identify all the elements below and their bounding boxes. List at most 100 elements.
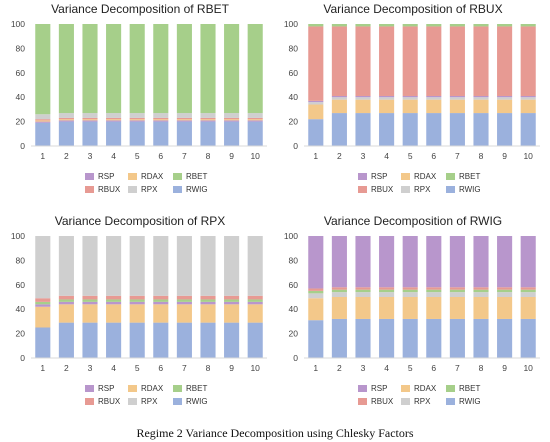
bar-segment-rpx <box>106 113 122 118</box>
x-tick-label: 3 <box>88 151 93 161</box>
bar-segment-rbux <box>308 26 324 101</box>
bar-segment-rbet <box>308 290 324 294</box>
chart-plot-rbux: 0 20 40 60 80 100 1 2 3 4 5 6 7 8 9 10 <box>284 19 540 161</box>
bar-segment-rbet <box>153 299 169 302</box>
x-tick-label: 10 <box>250 151 260 161</box>
y-tick-label: 0 <box>20 141 25 151</box>
bar-segment-rdax <box>129 119 145 121</box>
bar-segment-rdax <box>379 99 395 114</box>
chart-title: Variance Decomposition of RBUX <box>323 2 503 16</box>
bar-segment-rbux <box>449 287 465 290</box>
bar-segment-rpx <box>82 113 98 118</box>
bar-segment-rbet <box>473 289 489 293</box>
bar-segment-rdax <box>520 99 536 114</box>
bar-segment-rbux <box>35 119 51 121</box>
bar-segment-rwig <box>355 113 371 146</box>
legend-item-rdax: RDAX <box>401 384 436 393</box>
x-tick-label: 3 <box>88 363 93 373</box>
bar-segment-rsp <box>200 301 216 305</box>
bar-segment-rdax <box>129 304 145 323</box>
bar-segment-rdax <box>308 298 324 321</box>
bar-segment-rbet <box>308 24 324 27</box>
bar-segment-rbux <box>402 26 418 96</box>
chart-plot-rpx: 0 20 40 60 80 100 1 2 3 4 5 6 7 8 9 10 <box>11 231 267 373</box>
bar-segment-rbet <box>200 299 216 302</box>
bar-segment-rpx <box>129 236 145 296</box>
bar-segment-rbux <box>153 295 169 300</box>
bar-segment-rwig <box>200 322 216 358</box>
bar-segment-rbet <box>331 289 347 293</box>
bar-segment-rpx <box>379 97 395 100</box>
bar-segment-rwig <box>58 322 74 358</box>
bar-segment-rsp <box>200 120 216 122</box>
y-tick-label: 40 <box>16 304 26 314</box>
legend-label: RBET <box>459 172 481 181</box>
bar-segment-rpx <box>35 236 51 299</box>
bar-segment-rbet <box>58 299 74 302</box>
y-tick-label: 40 <box>16 92 26 102</box>
legend-item-rsp: RSP <box>358 172 387 181</box>
bar-segment-rbet <box>520 24 536 27</box>
bar-segment-rpx <box>449 97 465 100</box>
y-tick-label: 60 <box>289 280 299 290</box>
bar-segment-rdax <box>355 99 371 114</box>
bar-segment-rbux <box>82 117 98 120</box>
chart-panel-rpx: Variance Decomposition of RPX 0 20 40 60 80 1… <box>5 212 275 422</box>
bar-segment-rpx <box>355 97 371 100</box>
bar-segment-rdax <box>200 304 216 323</box>
bar-segment-rsp <box>224 301 240 305</box>
bar-segment-rdax <box>106 304 122 323</box>
x-tick-label: 8 <box>479 151 484 161</box>
bar-segment-rsp <box>449 95 465 98</box>
legend-item-rbet: RBET <box>173 172 207 181</box>
bar-segment-rdax <box>176 119 192 121</box>
bar-segment-rwig <box>473 113 489 146</box>
chart-panel-rbet: Variance Decomposition of RBET 0 20 40 60 80… <box>5 0 275 210</box>
bar-segment-rpx <box>426 292 442 297</box>
bar-segment-rwig <box>200 121 216 146</box>
bar-segment-rbux <box>35 298 51 302</box>
bar-segment-rwig <box>35 122 51 146</box>
bar-segment-rdax <box>473 99 489 114</box>
y-tick-label: 20 <box>16 117 26 127</box>
bar-segment-rbux <box>200 117 216 120</box>
bar-segment-rbet <box>402 289 418 293</box>
bar-segment-rdax <box>176 304 192 323</box>
bar-segment-rsp <box>308 100 324 103</box>
bar-segment-rdax <box>449 297 465 319</box>
bar-segment-rbux <box>497 26 513 96</box>
bar-segment-rwig <box>153 322 169 358</box>
bar-segment-rbux <box>247 295 263 300</box>
x-tick-label: 2 <box>337 363 342 373</box>
bar-segment-rwig <box>82 322 98 358</box>
bar-segment-rsp <box>247 120 263 122</box>
legend-swatch <box>401 398 410 405</box>
y-tick-label: 80 <box>289 255 299 265</box>
bar-segment-rsp <box>355 236 371 288</box>
bar-segment-rpx <box>58 236 74 296</box>
legend-swatch <box>401 385 410 392</box>
x-tick-label: 4 <box>384 363 389 373</box>
bar-segment-rdax <box>426 297 442 319</box>
bar-segment-rbux <box>355 26 371 96</box>
legend-item-rdax: RDAX <box>401 172 436 181</box>
legend-swatch <box>128 186 137 193</box>
bar-segment-rbux <box>224 117 240 120</box>
bar-segment-rdax <box>224 304 240 323</box>
x-tick-label: 5 <box>135 151 140 161</box>
x-tick-label: 4 <box>384 151 389 161</box>
bar-segment-rbet <box>82 24 98 114</box>
bar-segment-rpx <box>58 113 74 118</box>
bar-segment-rpx <box>473 97 489 100</box>
bar-segment-rbux <box>106 295 122 300</box>
legend-item-rbux: RBUX <box>358 185 393 194</box>
y-tick-label: 20 <box>16 329 26 339</box>
bar-segment-rwig <box>473 318 489 358</box>
bar-segment-rsp <box>176 120 192 122</box>
x-tick-label: 6 <box>158 151 163 161</box>
bar-segment-rpx <box>308 102 324 105</box>
x-tick-label: 10 <box>250 363 260 373</box>
bar-segment-rbet <box>58 24 74 114</box>
bar-segment-rpx <box>247 236 263 296</box>
bar-segment-rdax <box>247 119 263 121</box>
